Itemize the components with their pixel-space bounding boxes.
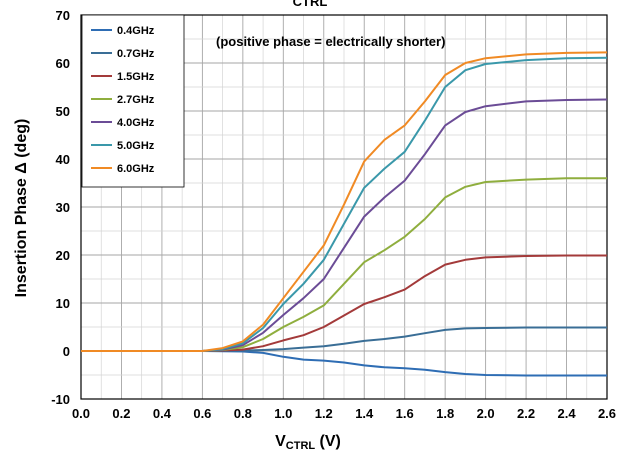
series-line-5-0ghz [81,56,608,352]
x-tick-label: 1.0 [274,406,292,421]
x-tick-label: 0.2 [112,406,130,421]
plot-area-frame [80,14,608,400]
x-tick-label: 0.8 [234,406,252,421]
y-tick-label: 30 [56,200,70,215]
y-tick-label: 20 [56,248,70,263]
series-line-0-4ghz [81,350,607,377]
y-tick-label: 40 [56,152,70,167]
series-line-2-7ghz [81,177,607,352]
x-tick-label: 2.0 [477,406,495,421]
x-tick-label: 2.4 [557,406,576,421]
y-tick-label: 10 [56,296,70,311]
legend-label: 0.4GHz [117,25,155,37]
x-tick-label: 1.2 [315,406,333,421]
y-axis-title: Insertion Phase Δ (deg) [13,119,30,298]
x-tick-label: 2.2 [517,406,535,421]
y-tick-label: 70 [56,8,70,23]
x-axis-title-unit: (V) [315,433,341,450]
legend-label: 4.0GHz [117,117,155,129]
x-tick-label: 2.6 [598,406,616,421]
y-tick-labels: -10 0 10 20 30 40 50 60 70 [51,8,70,407]
legend-label: 2.7GHz [117,94,155,106]
x-axis-title-sub: CTRL [286,440,316,452]
annotation: (positive phase = electrically shorter) [216,34,445,49]
x-axis-title: VCTRL (V) [275,433,341,452]
x-axis-title-main: V [275,433,286,450]
chart-title-fragment: CTRL [293,0,328,9]
legend-label: 5.0GHz [117,140,155,152]
legend-label: 1.5GHz [117,71,155,83]
series-line-6-0ghz [81,51,608,352]
y-tick-label: 60 [56,56,70,71]
x-tick-label: 0.4 [153,406,172,421]
legend-label: 6.0GHz [117,163,155,175]
x-tick-label: 0.6 [193,406,211,421]
y-tick-label: 50 [56,104,70,119]
y-tick-label: -10 [51,392,70,407]
y-tick-label: 0 [63,344,70,359]
x-tick-labels: 0.0 0.2 0.4 0.6 0.8 1.0 1.2 1.4 1.6 1.8 2.0 2.2 2.4 2… [72,406,616,421]
x-tick-label: 1.4 [355,406,374,421]
x-tick-label: 1.8 [436,406,454,421]
x-tick-label: 1.6 [396,406,414,421]
series-lines [81,51,608,377]
legend-label: 0.7GHz [117,48,155,60]
series-line-4-0ghz [81,98,608,352]
series-line-0-7ghz [81,326,607,352]
x-tick-label: 0.0 [72,406,90,421]
legend-box [81,14,185,188]
legend: 0.4GHz 0.7GHz 1.5GHz 2.7GHz 4.0GHz 5.0GHz 6.0G… [81,14,185,188]
series-line-1-5ghz [81,254,607,352]
